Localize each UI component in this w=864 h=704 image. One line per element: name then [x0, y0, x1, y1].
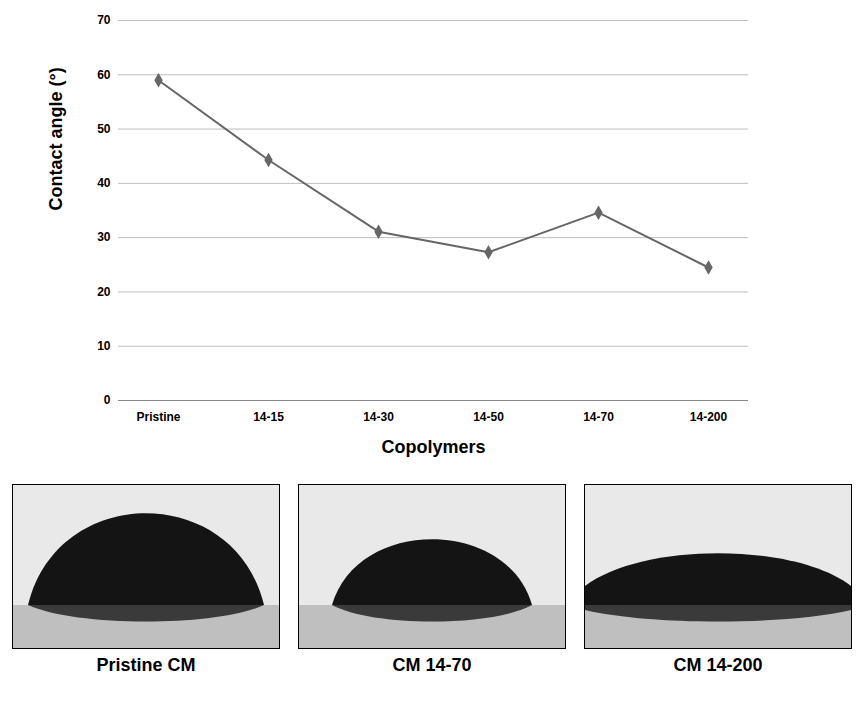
svg-text:14-15: 14-15 [253, 410, 284, 424]
svg-text:14-30: 14-30 [363, 410, 394, 424]
svg-text:0: 0 [104, 393, 111, 407]
svg-text:Contact angle (°): Contact angle (°) [46, 67, 66, 210]
html-text:Pristine CM: Pristine CM [96, 655, 196, 675]
svg-text:40: 40 [97, 176, 111, 190]
svg-text:60: 60 [97, 68, 111, 82]
svg-text:70: 70 [97, 13, 111, 27]
html-text:CM 14-70: CM 14-70 [392, 655, 472, 675]
svg-text:Copolymers: Copolymers [381, 437, 485, 457]
svg-text:50: 50 [97, 122, 111, 136]
svg-text:30: 30 [97, 230, 111, 244]
html-text:CM 14-200: CM 14-200 [673, 655, 763, 675]
svg-text:20: 20 [97, 285, 111, 299]
svg-text:14-70: 14-70 [583, 410, 614, 424]
svg-text:10: 10 [97, 339, 111, 353]
svg-text:14-200: 14-200 [690, 410, 728, 424]
svg-text:14-50: 14-50 [473, 410, 504, 424]
svg-text:Pristine: Pristine [136, 410, 180, 424]
